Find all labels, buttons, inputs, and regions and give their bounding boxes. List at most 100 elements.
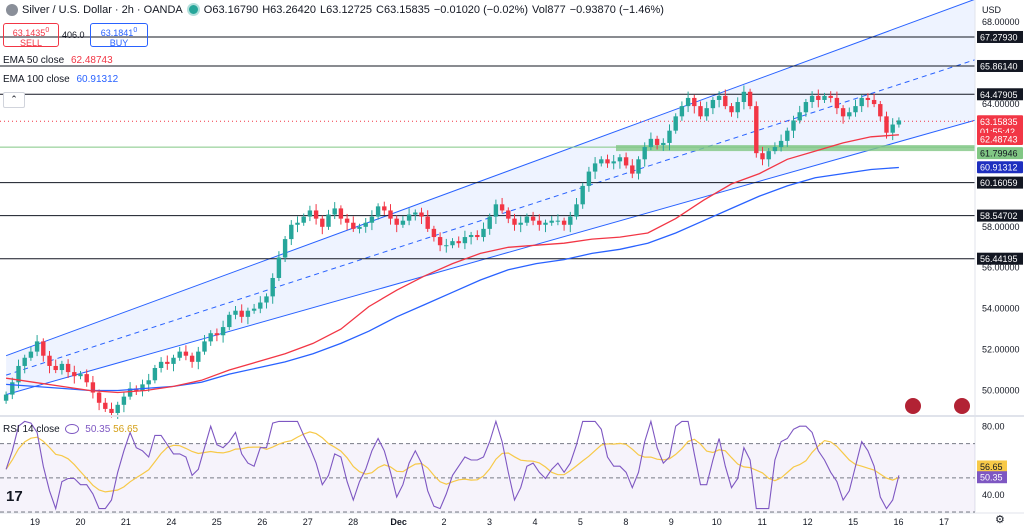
- candle: [499, 197, 505, 214]
- candle: [270, 273, 275, 304]
- ohlc-high: H63.26420: [262, 3, 317, 16]
- countdown-text: 01:55:42: [980, 127, 1015, 137]
- candle: [599, 156, 604, 167]
- candle: [264, 293, 269, 309]
- candle: [127, 382, 133, 400]
- sell-button[interactable]: 63.14350 SELL: [3, 23, 59, 48]
- candle: [338, 205, 344, 225]
- candle-body: [431, 228, 437, 238]
- time-axis-tick: 20: [75, 517, 85, 527]
- candle: [444, 238, 449, 253]
- candle-body: [413, 212, 418, 215]
- candle-body: [592, 163, 598, 172]
- candle-body: [96, 392, 102, 403]
- candle-body: [437, 237, 443, 246]
- collapse-legend-button[interactable]: ⌃: [3, 92, 25, 108]
- rsi-value: 50.35: [85, 424, 111, 435]
- candle: [177, 346, 182, 361]
- candle: [301, 213, 306, 226]
- candle-body: [475, 235, 480, 238]
- candle-body: [685, 97, 691, 107]
- eye-icon[interactable]: [65, 424, 80, 435]
- candle-body: [103, 402, 108, 409]
- candle-body: [363, 222, 368, 227]
- level-price-tag-text: 56.44195: [980, 254, 1018, 264]
- candle-body: [840, 108, 846, 117]
- volume-change: −0.93870 (−1.46%): [569, 3, 664, 16]
- candle: [673, 113, 678, 134]
- candle-body: [158, 361, 164, 368]
- candle: [437, 232, 443, 252]
- candle-body: [716, 95, 722, 100]
- buy-button[interactable]: 63.18410 BUY: [90, 23, 148, 48]
- economic-event-flag-icon[interactable]: [905, 398, 921, 414]
- candle: [605, 154, 610, 168]
- candles: [3, 85, 902, 419]
- rsi-legend[interactable]: RSI 14 close 50.35 56.65: [3, 424, 138, 435]
- candle-body: [828, 95, 833, 98]
- currency-label[interactable]: USD: [982, 5, 1002, 15]
- candle-body: [543, 222, 548, 225]
- candle: [425, 210, 430, 232]
- candle: [456, 236, 461, 248]
- volume-value: Vol877: [532, 3, 566, 16]
- candle: [78, 371, 83, 380]
- candle-body: [630, 165, 635, 174]
- candle-body: [332, 208, 337, 215]
- candle-body: [47, 355, 52, 366]
- candle: [518, 216, 523, 233]
- candle-body: [369, 216, 375, 223]
- candle: [134, 385, 139, 395]
- candle: [220, 320, 226, 343]
- candle: [859, 94, 864, 113]
- symbol-name[interactable]: Silver / U.S. Dollar · 2h · OANDA: [22, 3, 183, 16]
- rsi-ma-tag: [977, 460, 1007, 473]
- candle: [543, 219, 548, 233]
- candle-body: [890, 124, 895, 133]
- candle: [357, 223, 362, 234]
- candle-body: [258, 302, 263, 309]
- candle: [506, 207, 511, 224]
- candle: [282, 236, 288, 263]
- channel-lower-line: [5, 119, 976, 396]
- support-zone: [616, 145, 975, 152]
- candle-body: [611, 161, 616, 164]
- price-axis-tick: 56.00000: [982, 263, 1020, 273]
- candle: [580, 182, 585, 209]
- buy-label: BUY: [109, 38, 129, 48]
- ema100-legend[interactable]: EMA 100 close 60.91312: [3, 74, 118, 85]
- last-price-tag: [977, 115, 1023, 138]
- candle: [84, 369, 89, 387]
- candle-body: [710, 99, 716, 109]
- candle-body: [183, 351, 189, 356]
- candle-body: [22, 357, 27, 366]
- candle: [685, 91, 691, 113]
- time-axis-tick: 15: [848, 517, 858, 527]
- candle: [313, 204, 319, 225]
- candle: [766, 148, 771, 167]
- candle-body: [375, 206, 381, 217]
- economic-event-flag-icon[interactable]: [954, 398, 970, 414]
- candle: [53, 359, 58, 374]
- ema50-price-tag-text: 62.48743: [980, 135, 1018, 145]
- ema50-legend[interactable]: EMA 50 close 62.48743: [3, 55, 113, 66]
- candle: [642, 142, 647, 167]
- candle-body: [78, 374, 83, 377]
- sell-price-sup: 0: [45, 27, 50, 34]
- tradingview-logo-icon[interactable]: 17: [6, 488, 23, 505]
- candle: [332, 202, 337, 220]
- candle-body: [772, 147, 778, 152]
- candle-body: [140, 384, 145, 391]
- candle-body: [72, 372, 77, 377]
- rsi-ma-value: 56.65: [113, 424, 139, 435]
- time-axis-tick: 16: [894, 517, 904, 527]
- candle: [530, 211, 536, 226]
- candle-body: [196, 351, 201, 362]
- settings-gear-icon[interactable]: ⚙: [995, 514, 1005, 526]
- candle: [692, 94, 697, 114]
- candle-body: [251, 308, 257, 311]
- candle-body: [654, 138, 660, 145]
- candle: [896, 117, 902, 128]
- candle: [382, 201, 387, 215]
